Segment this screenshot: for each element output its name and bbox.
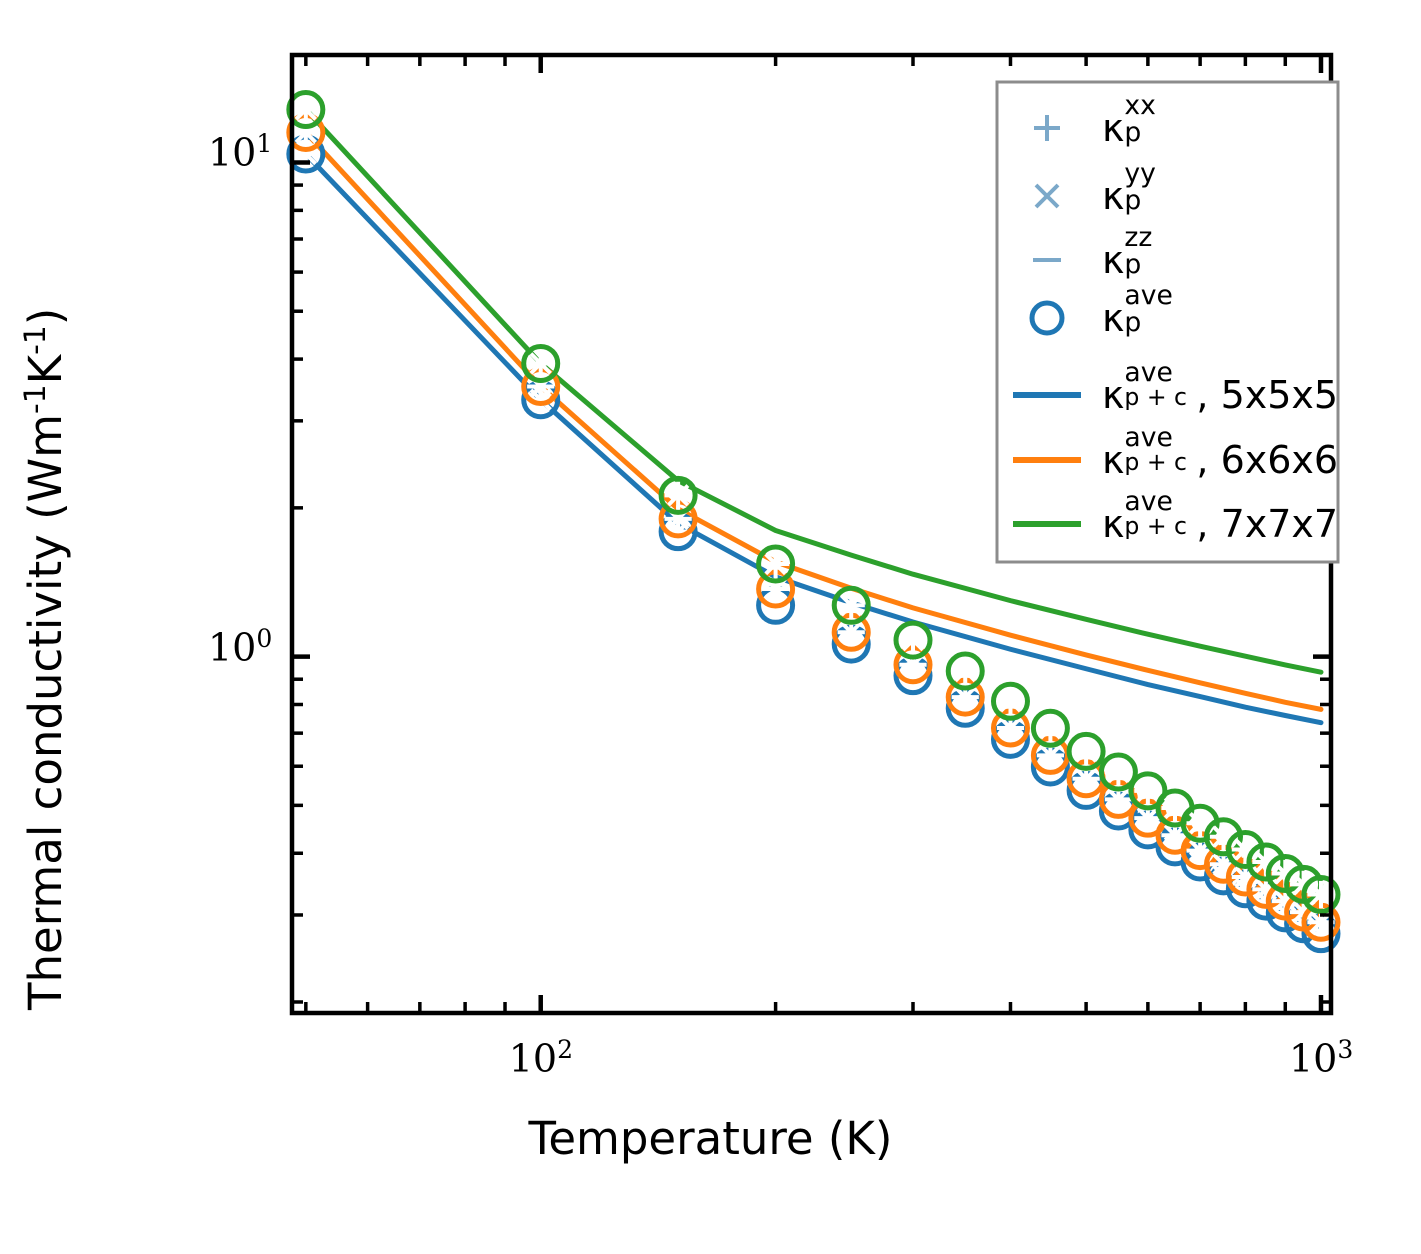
markers-kappa_p_ave_7x7x7	[286, 89, 1341, 915]
y-axis-title-exp1: -1	[18, 384, 53, 414]
legend-label-kappa-p-xx: κ xx p	[1102, 89, 1156, 150]
x-tick-label-100: 102	[508, 1035, 574, 1081]
legend-label-kappa-pc-666: κ ave p + c, 6x6x6	[1102, 421, 1339, 482]
y-axis-title-main: Thermal conductivity (Wm	[19, 414, 72, 1010]
y-axis-title-mid: K	[19, 354, 72, 385]
y-tick-label-10: 101	[208, 129, 273, 176]
y-axis-title-exp2: -1	[18, 325, 53, 355]
legend-label-kappa-pc-555: κ ave p + c, 5x5x5	[1102, 356, 1339, 417]
legend-circle-icon	[1029, 300, 1065, 336]
legend-label-kappa-p-zz: κ zz p	[1102, 221, 1153, 282]
legend-label-kappa-pc-777: κ ave p + c, 7x7x7	[1102, 485, 1339, 546]
legend-label-kappa-p-ave: κ ave p	[1102, 279, 1173, 340]
legend-box	[995, 80, 1340, 564]
x-tick-label-1000: 103	[1288, 1035, 1354, 1081]
x-axis-title: Temperature (K)	[528, 1112, 893, 1165]
legend-label-kappa-p-yy: κ yy p	[1102, 157, 1156, 218]
series-markers-group	[286, 89, 1341, 954]
legend-symbols-group	[1013, 115, 1081, 527]
y-tick-label-1: 100	[208, 623, 273, 670]
y-axis-title-end: )	[19, 307, 72, 326]
y-axis-title: Thermal conductivity (Wm-1K-1)	[18, 308, 72, 1010]
